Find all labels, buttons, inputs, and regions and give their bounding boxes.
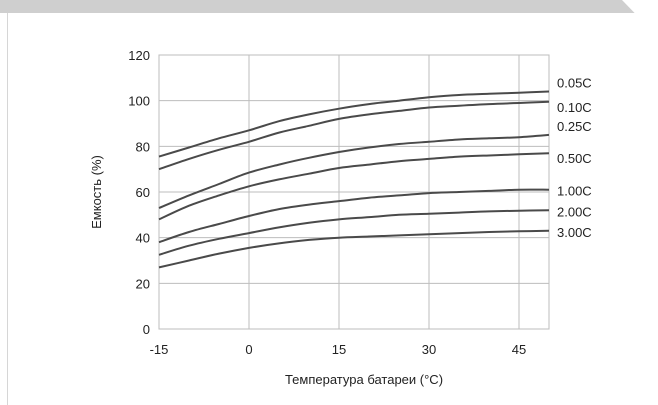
y-tick-label: 80: [136, 139, 150, 154]
series-label: 0.05C: [557, 76, 592, 91]
y-axis-label: Емкость (%): [89, 155, 104, 229]
x-tick-label: 15: [332, 342, 346, 357]
series-label: 0.10C: [557, 100, 592, 115]
y-tick-label: 20: [136, 276, 150, 291]
x-axis-label: Температура батареи (°C): [285, 372, 443, 387]
x-tick-label: 30: [422, 342, 436, 357]
series-line: [158, 90, 550, 158]
series-label: 0.25C: [557, 119, 592, 134]
y-tick-label: 120: [128, 48, 150, 63]
y-tick-label: 60: [136, 185, 150, 200]
frame-left-border: [7, 13, 8, 405]
x-tick-label: 45: [512, 342, 526, 357]
series-line: [158, 209, 550, 256]
grid: [158, 54, 550, 330]
series-labels: 0.05C 0.10C 0.25C 0.50C 1.00C 2.00C 3.00C: [557, 76, 592, 240]
series-line: [158, 133, 550, 209]
x-tick-label: 0: [245, 342, 252, 357]
y-tick-label: 100: [128, 94, 150, 109]
series-line: [158, 229, 550, 269]
series-label: 2.00C: [557, 204, 592, 219]
series-label: 3.00C: [557, 225, 592, 240]
y-tick-label: 0: [143, 322, 150, 337]
y-tick-label: 40: [136, 231, 150, 246]
x-tick-label: -15: [150, 342, 169, 357]
series-line: [158, 152, 550, 221]
top-banner-bar: [0, 0, 658, 13]
series-label: 0.50C: [557, 151, 592, 166]
y-tick-labels: 0 20 40 60 80 100 120: [128, 48, 150, 337]
series-lines: [158, 90, 550, 269]
series-label: 1.00C: [557, 184, 592, 199]
series-line: [158, 100, 550, 171]
series-line: [158, 188, 550, 244]
x-tick-labels: -15 0 15 30 45: [150, 342, 527, 357]
